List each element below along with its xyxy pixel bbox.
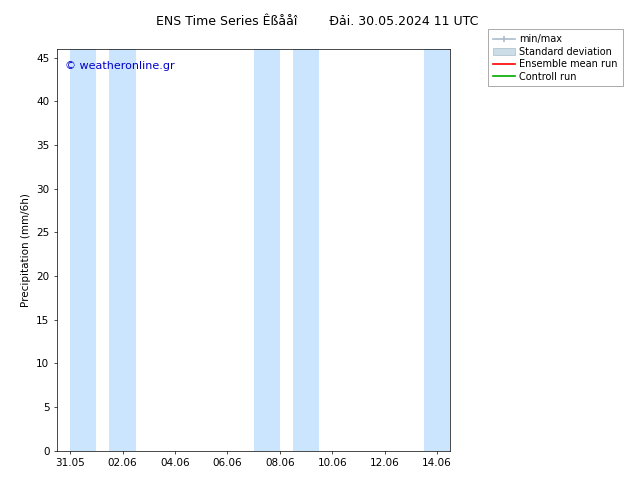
Legend: min/max, Standard deviation, Ensemble mean run, Controll run: min/max, Standard deviation, Ensemble me… [488, 29, 623, 86]
Bar [424, 49, 450, 451]
Bar [293, 49, 319, 451]
Bar [70, 49, 96, 451]
Text: © weatheronline.gr: © weatheronline.gr [65, 61, 174, 71]
Bar [254, 49, 280, 451]
Bar [110, 49, 136, 451]
Y-axis label: Precipitation (mm/6h): Precipitation (mm/6h) [21, 193, 30, 307]
Text: ENS Time Series Êßååî        Đải. 30.05.2024 11 UTC: ENS Time Series Êßååî Đải. 30.05.2024 11… [156, 15, 478, 28]
